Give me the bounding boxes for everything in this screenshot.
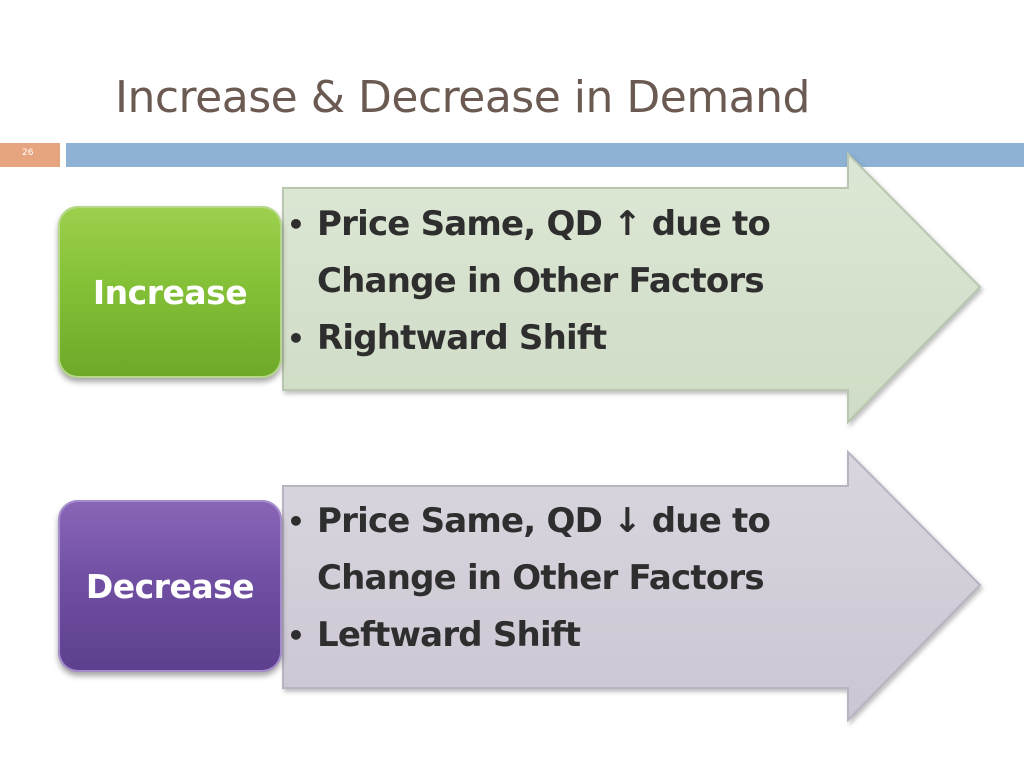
- list-item: • Rightward Shift: [285, 310, 885, 367]
- decrease-bullet-list: • Price Same, QD ↓ due to Change in Other…: [285, 493, 885, 664]
- bullet-text: Rightward Shift: [317, 318, 607, 358]
- decrease-block: Decrease • Price Same, QD ↓ due to Change…: [0, 448, 1024, 728]
- slide-number: 26: [22, 148, 34, 158]
- decrease-arrow: [282, 449, 982, 723]
- list-item: • Price Same, QD ↓ due to Change in Other…: [285, 493, 885, 607]
- header-accent-blue: [66, 143, 1024, 167]
- bullet-icon: •: [287, 208, 305, 241]
- bullet-icon: •: [287, 505, 305, 538]
- increase-arrow: [282, 151, 982, 425]
- bullet-text: Leftward Shift: [317, 615, 581, 655]
- header-accent-orange: [0, 143, 60, 167]
- list-item: • Price Same, QD ↑ due to Change in Other…: [285, 196, 885, 310]
- slide-title: Increase & Decrease in Demand: [115, 72, 810, 123]
- bullet-text: Price Same, QD ↓ due to Change in Other …: [317, 501, 771, 598]
- increase-block: Increase • Price Same, QD ↑ due to Change…: [0, 150, 1024, 430]
- bullet-text: Price Same, QD ↑ due to Change in Other …: [317, 204, 771, 301]
- decrease-label: Decrease: [58, 500, 282, 672]
- bullet-icon: •: [287, 619, 305, 652]
- increase-bullet-list: • Price Same, QD ↑ due to Change in Other…: [285, 196, 885, 367]
- list-item: • Leftward Shift: [285, 607, 885, 664]
- increase-label: Increase: [58, 206, 282, 378]
- bullet-icon: •: [287, 322, 305, 355]
